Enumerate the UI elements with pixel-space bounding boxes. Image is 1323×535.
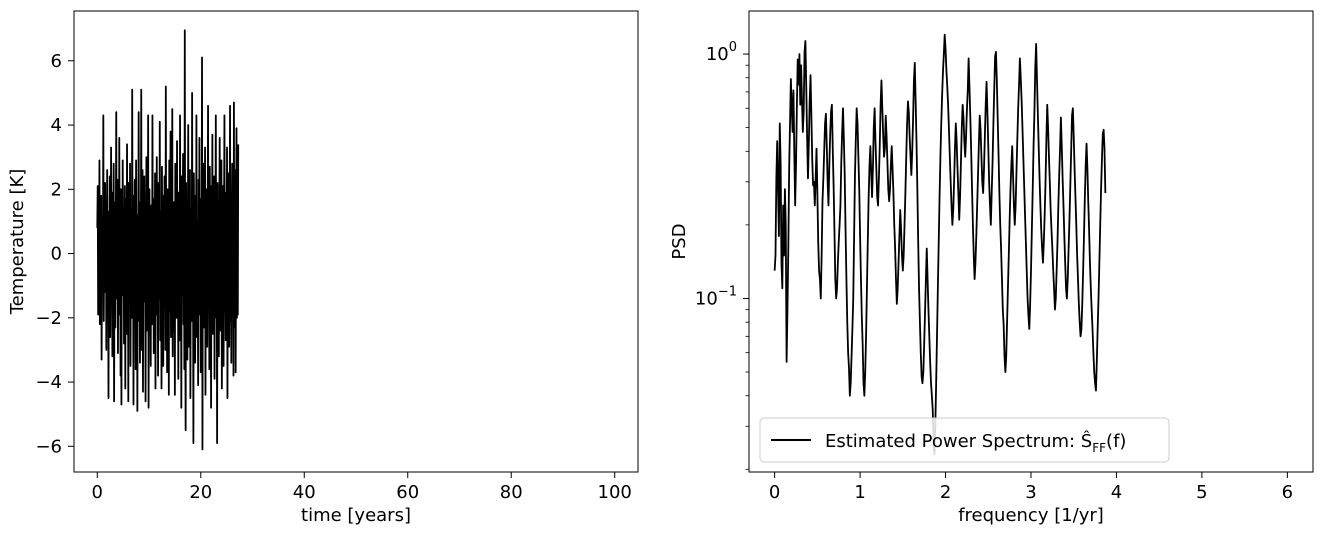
temperature-x-tick-label: 80 — [500, 482, 523, 503]
temperature-y-axis-label: Temperature [K] — [7, 169, 28, 316]
temperature-axes-frame — [73, 10, 639, 473]
psd-x-tick-label: 6 — [1282, 482, 1293, 503]
temperature-panel: 0 20 40 60 80 100 −6 −4 −2 0 2 4 6 time [years] Tem… — [7, 10, 639, 526]
temperature-line-plot — [96, 29, 240, 451]
psd-y-axis-label: PSD — [669, 223, 690, 259]
temperature-y-tick-label: 6 — [51, 51, 62, 72]
psd-x-tick-label: 3 — [1025, 482, 1036, 503]
legend-label: Estimated Power Spectrum: ŜFF(f) — [825, 430, 1126, 455]
psd-x-axis-label: frequency [1/yr] — [958, 505, 1104, 526]
psd-x-tick-label: 2 — [940, 482, 951, 503]
psd-y-tick-label: 100 — [706, 40, 737, 65]
legend-box — [759, 417, 1170, 463]
temperature-x-tick-label: 100 — [598, 482, 632, 503]
temperature-x-tick-label: 0 — [92, 482, 103, 503]
temperature-x-ticks: 0 20 40 60 80 100 — [92, 472, 632, 503]
legend-label-main: Estimated Power Spectrum: Ŝ — [825, 430, 1092, 452]
psd-series-line-0 — [773, 33, 1107, 456]
psd-y-ticks: 10−1 100 — [695, 40, 749, 470]
psd-x-tick-label: 1 — [854, 482, 865, 503]
psd-legend: Estimated Power Spectrum: ŜFF(f) — [759, 417, 1170, 463]
temperature-y-ticks: −6 −4 −2 0 2 4 6 — [35, 51, 74, 457]
psd-x-ticks: 0 1 2 3 4 5 6 — [769, 472, 1293, 503]
temperature-x-tick-label: 60 — [396, 482, 419, 503]
temperature-y-tick-label: 0 — [51, 244, 62, 265]
psd-x-tick-label: 0 — [769, 482, 780, 503]
temperature-x-tick-label: 40 — [293, 482, 316, 503]
psd-x-tick-label: 5 — [1196, 482, 1207, 503]
psd-y-tick-label: 10−1 — [695, 284, 737, 309]
legend-label-suffix: (f) — [1106, 431, 1126, 452]
temperature-x-tick-label: 20 — [189, 482, 212, 503]
psd-line-plot — [773, 33, 1107, 456]
temperature-y-tick-label: 2 — [51, 179, 62, 200]
legend-label-subscript: FF — [1092, 441, 1106, 455]
temperature-series-line-0 — [96, 29, 240, 451]
temperature-x-axis-label: time [years] — [301, 505, 411, 526]
temperature-y-tick-label: −2 — [35, 308, 62, 329]
psd-x-tick-label: 4 — [1111, 482, 1122, 503]
psd-panel: 0 1 2 3 4 5 6 10−1 100 frequency [1/yr] PSD Est… — [669, 10, 1314, 526]
temperature-y-tick-label: −4 — [35, 372, 62, 393]
temperature-y-tick-label: 4 — [51, 115, 62, 136]
temperature-y-tick-label: −6 — [35, 436, 62, 457]
